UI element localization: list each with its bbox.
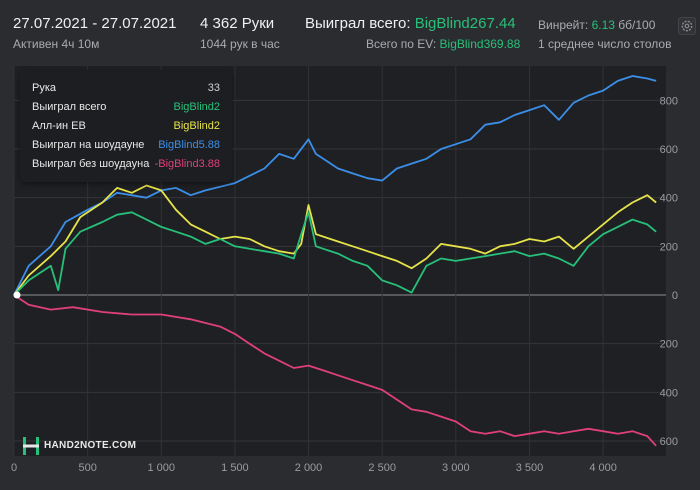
x-axis-ticks: 0 500 1 000 1 500 2 000 2 500 3 000 3 500 4 000 [11, 462, 617, 474]
won-total: Выиграл всего: BigBlind267.44 [305, 15, 516, 32]
series-lines [13, 75, 657, 447]
stats-header: 27.07.2021 - 27.07.2021 Активен 4ч 10м 4… [0, 0, 700, 56]
hands-per-hour: 1044 рук в час [200, 37, 280, 51]
series-line-1 [13, 184, 657, 296]
x-tick-label: 3 000 [442, 462, 470, 474]
gear-icon[interactable] [678, 17, 696, 35]
series-line-2 [13, 211, 657, 296]
tooltip-row: Алл-ин ЕВ BigBlind2 [32, 120, 220, 138]
tooltip-label: Алл-ин ЕВ [32, 120, 86, 132]
tooltip-label: Рука [32, 82, 57, 94]
hands-count: 4 362 Руки [200, 15, 275, 32]
won-total-label: Выиграл всего: [305, 15, 411, 32]
x-tick-label: 1 500 [221, 462, 249, 474]
series-line-0 [13, 75, 657, 296]
logo-text: HAND2NOTE.COM [44, 440, 137, 451]
y-tick-label: 400 [660, 387, 678, 399]
active-time: Активен 4ч 10м [13, 37, 100, 51]
tooltip-value: BigBlind2 [173, 120, 220, 132]
x-tick-label: 3 500 [516, 462, 544, 474]
tooltip-value: BigBlind2 [173, 101, 220, 113]
x-tick-label: 0 [11, 462, 17, 474]
won-total-value: BigBlind267.44 [414, 15, 516, 32]
y-tick-label: 200 [660, 339, 678, 351]
tooltip-row: Выиграл на шоудауне BigBlind5.88 [32, 139, 220, 157]
winrate-label: Винрейт: [538, 18, 589, 32]
y-tick-label: 400 [660, 193, 678, 205]
tooltip-value: BigBlind5.88 [158, 139, 220, 151]
ev-total-value: BigBlind369.88 [439, 37, 521, 51]
y-axis-ticks: 600 400 200 0 200 400 600 800 [660, 95, 678, 448]
grid-lines [13, 66, 666, 456]
x-tick-label: 4 000 [589, 462, 617, 474]
x-tick-label: 1 000 [148, 462, 176, 474]
tooltip-row: Выиграл без шоудауна -BigBlind3.88 [32, 158, 220, 176]
tooltip-label: Выиграл на шоудауне [32, 139, 145, 151]
y-tick-label: 0 [672, 290, 678, 302]
ev-total-label: Всего по EV: [366, 37, 437, 51]
winrate: Винрейт: 6.13 бб/100 [538, 18, 655, 32]
tooltip-value: -BigBlind3.88 [154, 158, 220, 170]
tooltip-row: Рука 33 [32, 82, 220, 100]
tooltip-label: Выиграл без шоудауна [32, 158, 150, 170]
ev-total: Всего по EV: BigBlind369.88 [366, 37, 520, 51]
y-tick-label: 800 [660, 95, 678, 107]
hover-point [13, 291, 21, 299]
y-tick-label: 600 [660, 436, 678, 448]
date-range: 27.07.2021 - 27.07.2021 [13, 15, 177, 32]
tooltip-label: Выиграл всего [32, 101, 107, 113]
h2n-logo-icon [23, 437, 39, 455]
y-tick-label: 200 [660, 241, 678, 253]
tooltip-row: Выиграл всего BigBlind2 [32, 101, 220, 119]
tables-average: 1 среднее число столов [538, 37, 672, 51]
series-line-3 [13, 294, 657, 447]
y-tick-label: 600 [660, 144, 678, 156]
x-tick-label: 500 [78, 462, 96, 474]
tooltip-value: 33 [207, 82, 220, 94]
winrate-value: 6.13 [591, 18, 615, 32]
hover-tooltip: Рука 33 Выиграл всего BigBlind2 Алл-ин ЕВ Big… [20, 70, 232, 182]
x-tick-label: 2 500 [368, 462, 396, 474]
winrate-unit: бб/100 [618, 18, 656, 32]
x-tick-label: 2 000 [295, 462, 323, 474]
